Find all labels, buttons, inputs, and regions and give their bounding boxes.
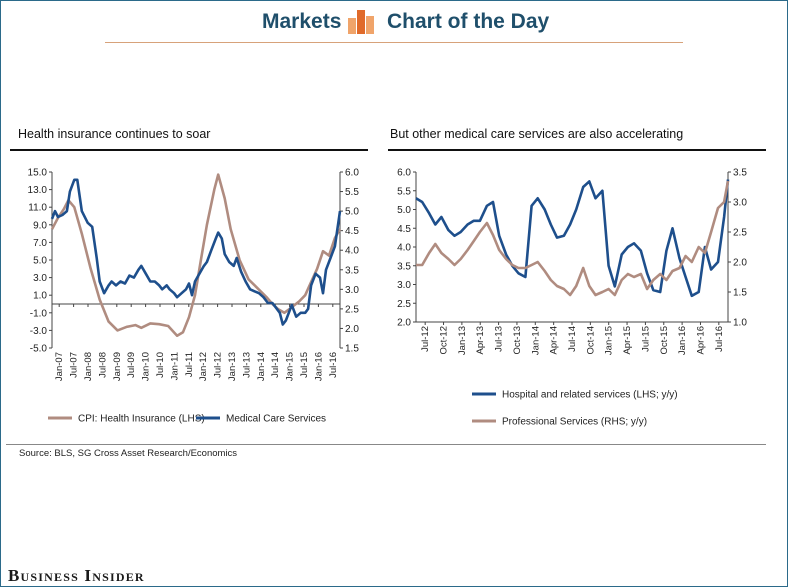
left-tick-label: 13.0 <box>28 185 48 196</box>
x-tick-label: Jan-14 <box>256 352 267 381</box>
left-tick-label: -5.0 <box>30 344 48 355</box>
series-line-1 <box>415 179 730 298</box>
right-tick-label: 3.5 <box>345 265 359 276</box>
right-tick-label: 3.5 <box>733 168 747 179</box>
source-rule <box>6 444 766 445</box>
x-tick-label: Jul-15 <box>299 352 310 378</box>
legend-label: Medical Care Services <box>226 414 326 425</box>
right-tick-label: 2.5 <box>733 228 747 239</box>
left-tick-label: -1.0 <box>30 308 48 319</box>
right-tick-label: 3.0 <box>733 198 747 209</box>
left-tick-label: 4.0 <box>397 243 411 254</box>
x-tick-label: Jan-10 <box>141 352 152 381</box>
x-tick-label: Jul-15 <box>640 326 651 352</box>
header-markets: Markets <box>262 10 342 33</box>
brand-logo: Business Insider <box>8 566 145 585</box>
left-tick-label: 2.5 <box>397 299 411 310</box>
chart-left: 15.0 13.0 11.0 9.0 7.0 5.0 3.0 1.0 -1.0 -3.0 -5.0 6… <box>28 168 360 425</box>
x-tick-label: Jan-16 <box>313 352 324 381</box>
x-tick-label: Jan-08 <box>83 352 94 381</box>
x-tick-label: Jan-15 <box>604 326 615 355</box>
x-tick-label: Jul-12 <box>420 326 431 352</box>
x-tick-label: Jul-16 <box>328 352 339 378</box>
x-tick-label: Jan-13 <box>227 352 238 381</box>
left-tick-label: 6.0 <box>397 168 411 179</box>
left-panel-title: Health insurance continues to soar <box>18 127 211 141</box>
source-note: Source: BLS, SG Cross Asset Research/Eco… <box>19 448 238 459</box>
right-tick-label: 1.5 <box>345 344 359 355</box>
header-rule <box>105 42 683 43</box>
x-tick-label: Jul-16 <box>714 326 725 352</box>
left-tick-label: 3.0 <box>397 280 411 291</box>
left-tick-label: 1.0 <box>33 291 47 302</box>
right-panel-rule <box>388 149 766 151</box>
left-tick-label: 15.0 <box>28 168 48 179</box>
x-tick-label: Apr-15 <box>622 326 633 355</box>
left-tick-label: 7.0 <box>33 238 47 249</box>
left-tick-label: 5.0 <box>397 205 411 216</box>
x-tick-label: Apr-13 <box>475 326 486 355</box>
left-panel-rule <box>10 149 368 151</box>
x-tick-label: Apr-16 <box>695 326 706 355</box>
x-tick-label: Jan-16 <box>677 326 688 355</box>
x-tick-label: Oct-12 <box>439 326 450 355</box>
left-tick-label: 3.0 <box>33 273 47 284</box>
chart-logo-icon <box>348 10 374 34</box>
right-tick-label: 6.0 <box>345 168 359 179</box>
x-tick-label: Jan-07 <box>54 352 65 381</box>
left-tick-label: 2.0 <box>397 318 411 329</box>
x-tick-label: Jan-15 <box>285 352 296 381</box>
x-tick-label: Jan-09 <box>112 352 123 381</box>
header: Markets Chart of the Day <box>0 0 788 44</box>
left-tick-label: 9.0 <box>33 220 47 231</box>
header-chart-of-the-day: Chart of the Day <box>387 10 550 33</box>
x-tick-label: Jan-12 <box>198 352 209 381</box>
right-tick-label: 5.5 <box>345 187 359 198</box>
chart-right: 6.0 5.5 5.0 4.5 4.0 3.5 3.0 2.5 2.0 3.5 3.0 2.5 2.0 1… <box>397 168 747 428</box>
x-tick-label: Jul-08 <box>97 352 108 378</box>
x-tick-label: Jul-09 <box>126 352 137 378</box>
left-tick-label: 11.0 <box>28 203 47 214</box>
legend-label: CPI: Health Insurance (LHS) <box>78 414 205 425</box>
right-tick-label: 4.5 <box>345 226 359 237</box>
x-tick-label: Oct-15 <box>659 326 670 355</box>
x-tick-label: Jul-14 <box>270 352 281 378</box>
right-tick-label: 2.5 <box>345 304 359 315</box>
legend-label: Hospital and related services (LHS; y/y) <box>502 390 678 401</box>
x-tick-label: Jul-11 <box>184 352 195 377</box>
left-tick-label: 3.5 <box>397 261 411 272</box>
left-tick-label: 4.5 <box>397 224 411 235</box>
right-tick-label: 3.0 <box>345 285 359 296</box>
x-tick-label: Jul-14 <box>567 326 578 352</box>
left-tick-label: 5.5 <box>397 186 411 197</box>
x-tick-label: Jan-14 <box>530 326 541 355</box>
left-tick-label: 5.0 <box>33 256 47 267</box>
right-tick-label: 1.5 <box>733 288 747 299</box>
x-tick-label: Oct-14 <box>585 326 596 355</box>
x-tick-label: Jul-07 <box>69 352 80 378</box>
x-tick-label: Apr-14 <box>549 326 560 355</box>
left-tick-label: -3.0 <box>30 326 48 337</box>
x-tick-label: Oct-13 <box>512 326 523 355</box>
x-tick-label: Jan-11 <box>169 352 180 380</box>
series-line-1 <box>50 173 342 337</box>
x-tick-label: Jan-13 <box>457 326 468 355</box>
x-tick-label: Jul-13 <box>241 352 252 378</box>
right-tick-label: 5.0 <box>345 207 359 218</box>
right-tick-label: 4.0 <box>345 246 359 257</box>
x-tick-label: Jul-10 <box>155 352 166 378</box>
right-panel-title: But other medical care services are also… <box>390 127 684 141</box>
right-tick-label: 1.0 <box>733 318 747 329</box>
x-tick-label: Jul-13 <box>494 326 505 352</box>
right-tick-label: 2.0 <box>733 258 747 269</box>
legend-label: Professional Services (RHS; y/y) <box>502 417 647 428</box>
series-line-2 <box>416 180 730 297</box>
x-tick-label: Jul-12 <box>213 352 224 378</box>
series-line-2 <box>50 178 342 326</box>
right-tick-label: 2.0 <box>345 324 359 335</box>
